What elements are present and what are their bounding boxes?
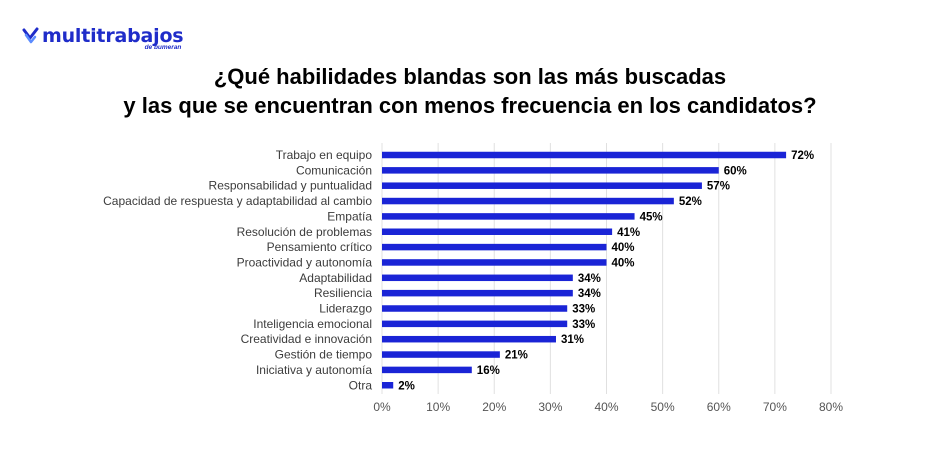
value-label: 57% bbox=[707, 181, 730, 193]
title-line-1: ¿Qué habilidades blandas son las más bus… bbox=[213, 64, 727, 89]
value-label: 33% bbox=[572, 319, 595, 331]
x-tick-label: 30% bbox=[538, 400, 562, 414]
x-tick-label: 40% bbox=[594, 400, 618, 414]
category-label: Capacidad de respuesta y adaptabilidad a… bbox=[103, 194, 372, 208]
x-tick-label: 80% bbox=[819, 400, 843, 414]
value-label: 40% bbox=[612, 242, 635, 254]
brand-name: multitrabajos bbox=[42, 25, 184, 47]
x-tick-label: 70% bbox=[763, 400, 787, 414]
bar bbox=[382, 182, 702, 189]
value-label: 34% bbox=[578, 273, 601, 285]
brand-logo: multitrabajos de bumeran bbox=[22, 25, 184, 51]
value-label: 34% bbox=[578, 288, 601, 300]
logo-mark-icon bbox=[22, 27, 39, 44]
category-label: Inteligencia emocional bbox=[253, 317, 372, 331]
bar bbox=[382, 213, 635, 220]
category-label: Otra bbox=[349, 378, 373, 392]
value-label: 33% bbox=[572, 304, 595, 316]
value-label: 21% bbox=[505, 350, 528, 362]
category-label: Resolución de problemas bbox=[237, 225, 372, 239]
bar bbox=[382, 167, 719, 174]
category-label: Adaptabilidad bbox=[299, 271, 372, 285]
category-label: Empatía bbox=[327, 209, 372, 223]
category-label: Creatividad e innovación bbox=[241, 332, 372, 346]
bar bbox=[382, 197, 674, 205]
category-label: Liderazgo bbox=[319, 302, 372, 316]
value-label: 41% bbox=[617, 227, 640, 239]
category-label: Resiliencia bbox=[314, 286, 372, 300]
title-line-2: y las que se encuentran con menos frecue… bbox=[123, 93, 817, 118]
bar bbox=[382, 351, 500, 358]
value-label: 40% bbox=[612, 257, 635, 269]
page-title: ¿Qué habilidades blandas son las más bus… bbox=[0, 62, 940, 120]
x-tick-label: 50% bbox=[651, 400, 675, 414]
value-label: 72% bbox=[791, 150, 814, 162]
bar bbox=[382, 274, 573, 282]
bar bbox=[382, 289, 573, 297]
category-label: Trabajo en equipo bbox=[276, 148, 373, 162]
bar bbox=[382, 335, 556, 343]
bar bbox=[382, 320, 568, 328]
x-tick-label: 20% bbox=[482, 400, 506, 414]
category-label: Responsabilidad y puntualidad bbox=[209, 179, 372, 193]
category-label: Pensamiento crítico bbox=[267, 240, 373, 254]
value-label: 45% bbox=[640, 211, 663, 223]
x-tick-label: 10% bbox=[426, 400, 450, 414]
category-label: Proactividad y autonomía bbox=[237, 255, 373, 269]
bar bbox=[382, 228, 613, 235]
bar bbox=[382, 382, 394, 389]
value-label: 16% bbox=[477, 365, 500, 377]
value-label: 2% bbox=[398, 380, 415, 392]
category-label: Comunicación bbox=[296, 163, 372, 177]
category-label: Iniciativa y autonomía bbox=[256, 363, 372, 377]
value-label: 60% bbox=[724, 165, 747, 177]
x-tick-label: 60% bbox=[707, 400, 731, 414]
bar bbox=[382, 259, 607, 266]
bar bbox=[382, 151, 787, 159]
value-label: 52% bbox=[679, 196, 702, 208]
bar bbox=[382, 305, 568, 312]
x-tick-label: 0% bbox=[373, 400, 391, 414]
value-label: 31% bbox=[561, 334, 584, 346]
category-label: Gestión de tiempo bbox=[275, 348, 373, 362]
bar bbox=[382, 243, 607, 251]
bar bbox=[382, 366, 472, 374]
brand-tagline: de bumeran bbox=[144, 44, 182, 51]
